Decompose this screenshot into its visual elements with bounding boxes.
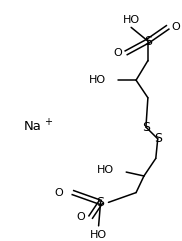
Text: S: S bbox=[97, 196, 105, 209]
Text: O: O bbox=[76, 212, 85, 222]
Text: S: S bbox=[154, 132, 162, 145]
Text: HO: HO bbox=[97, 165, 114, 175]
Text: O: O bbox=[54, 187, 63, 198]
Text: S: S bbox=[142, 120, 150, 134]
Text: HO: HO bbox=[89, 75, 106, 85]
Text: +: + bbox=[44, 117, 52, 127]
Text: Na: Na bbox=[23, 120, 41, 133]
Text: S: S bbox=[144, 34, 152, 47]
Text: HO: HO bbox=[90, 230, 107, 240]
Text: O: O bbox=[172, 22, 180, 32]
Text: O: O bbox=[114, 48, 122, 58]
Text: HO: HO bbox=[122, 14, 140, 25]
